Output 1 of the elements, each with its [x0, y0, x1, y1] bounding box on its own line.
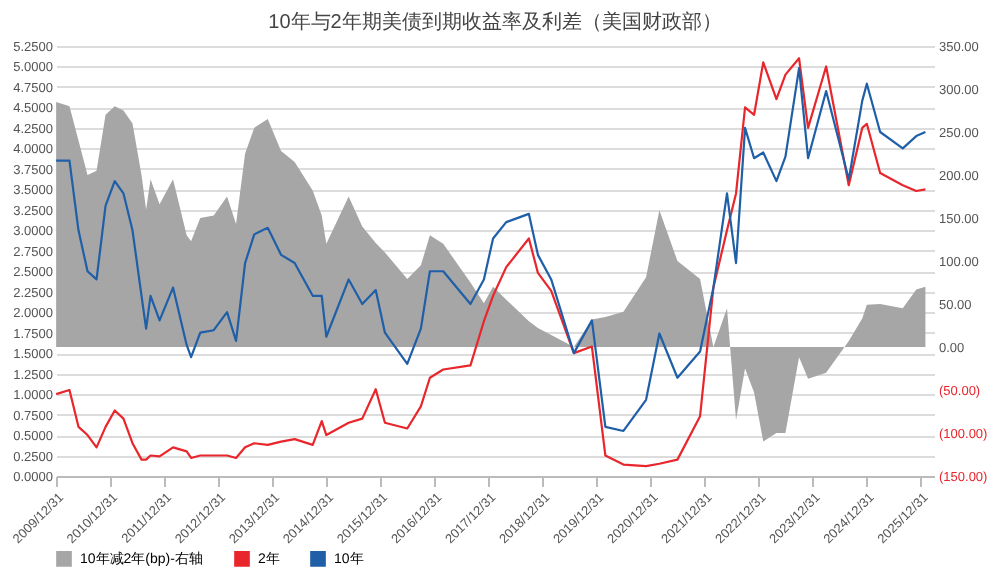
chart-title: 10年与2年期美债到期收益率及利差（美国财政部） [268, 10, 722, 34]
